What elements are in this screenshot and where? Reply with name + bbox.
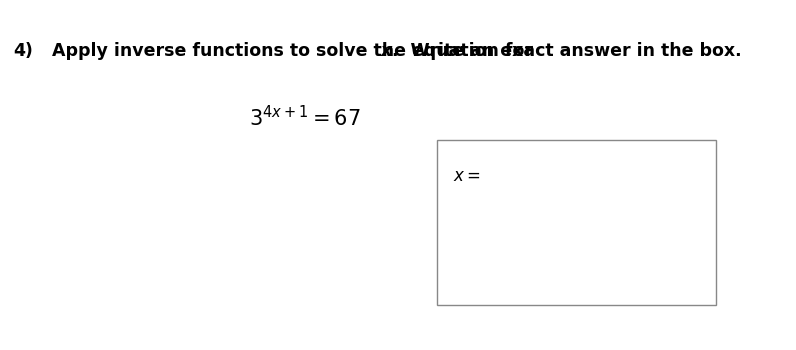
Text: $3^{4x+1} = 67$: $3^{4x+1} = 67$ xyxy=(248,105,361,130)
Text: x: x xyxy=(380,42,392,60)
Bar xyxy=(437,140,716,304)
Text: $x=$: $x=$ xyxy=(453,167,481,185)
Text: 4): 4) xyxy=(14,42,33,60)
Text: .  Write an exact answer in the box.: . Write an exact answer in the box. xyxy=(392,42,742,60)
Text: Apply inverse functions to solve the equation for: Apply inverse functions to solve the equ… xyxy=(41,42,540,60)
